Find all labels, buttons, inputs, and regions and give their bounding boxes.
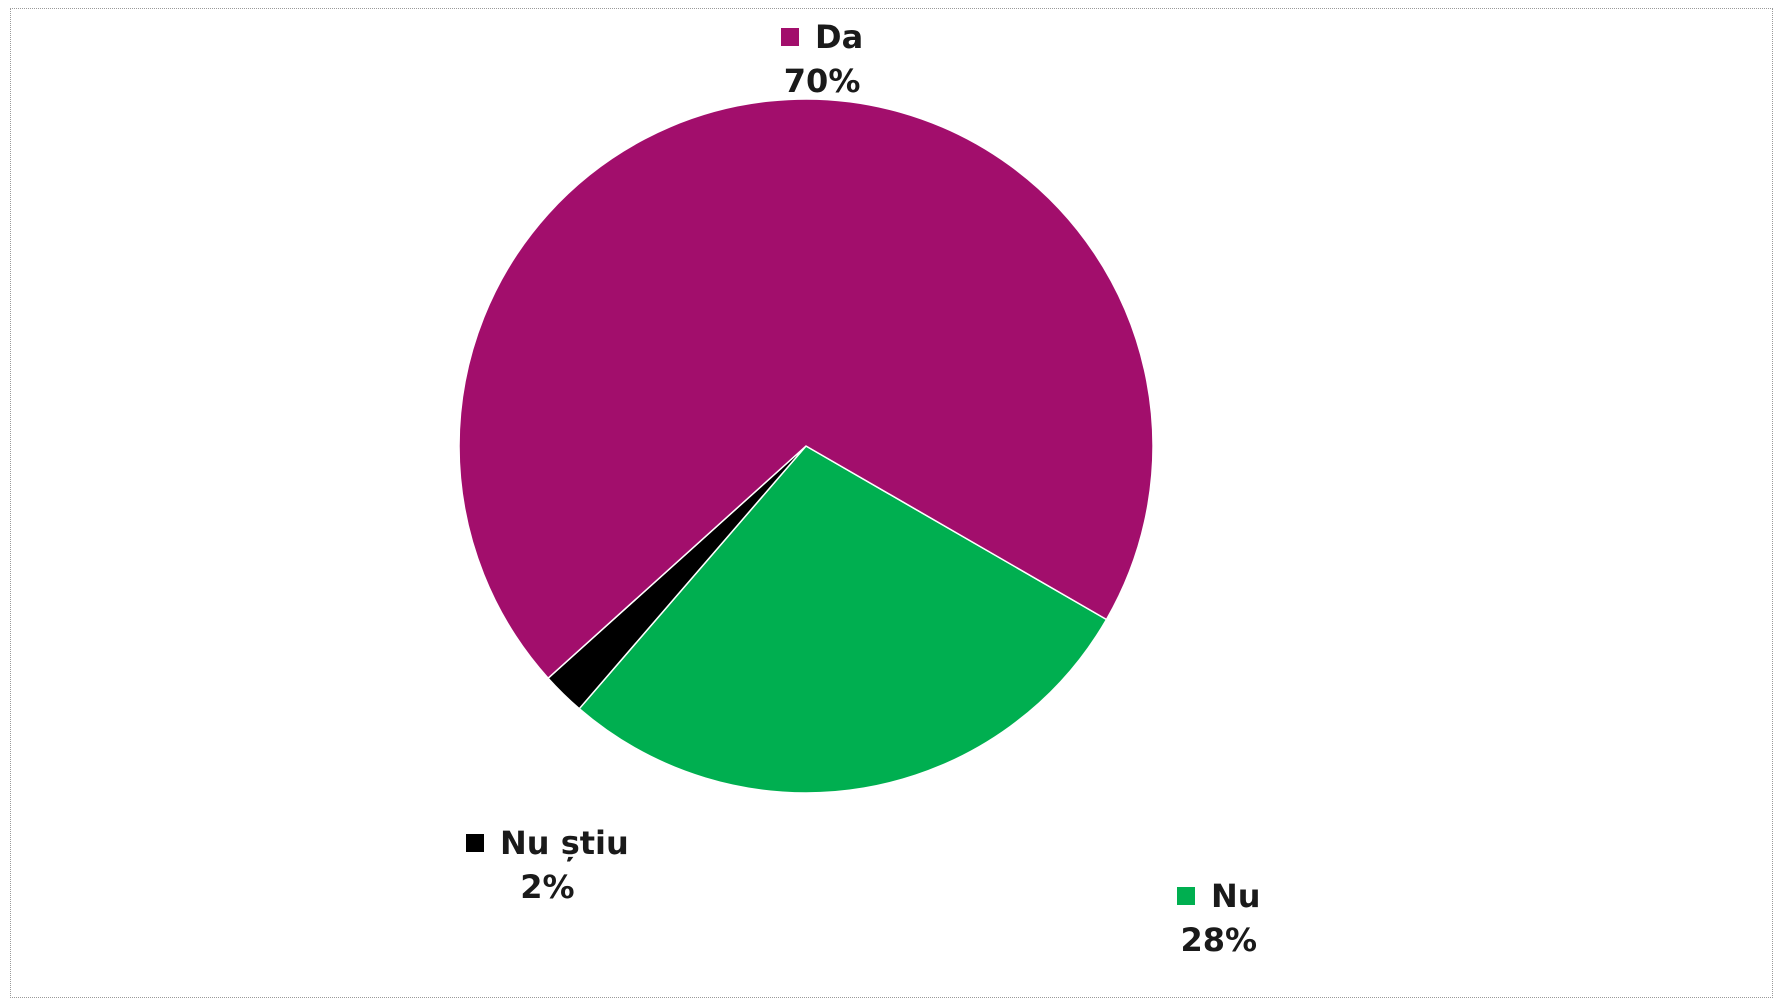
slice-name-da: Da bbox=[815, 18, 864, 56]
slice-percent-da: 70% bbox=[783, 62, 861, 100]
slice-name-nu-stiu: Nu știu bbox=[500, 824, 629, 862]
slice-percent-nu-stiu: 2% bbox=[520, 868, 575, 906]
slice-label-da: Da 70% bbox=[781, 15, 863, 103]
slice-name-nu: Nu bbox=[1211, 877, 1261, 915]
slice-label-nu: Nu 28% bbox=[1177, 874, 1261, 962]
chart-frame: Da 70% Nu 28% Nu știu 2% bbox=[10, 8, 1773, 998]
pie-slice-nu bbox=[578, 445, 1108, 794]
swatch-da bbox=[781, 28, 799, 46]
pie-slice-da bbox=[458, 98, 1154, 680]
pie-chart bbox=[458, 98, 1154, 794]
slice-percent-nu: 28% bbox=[1180, 921, 1258, 959]
slice-label-nu-stiu: Nu știu 2% bbox=[466, 821, 629, 909]
swatch-nu-stiu bbox=[466, 834, 484, 852]
swatch-nu bbox=[1177, 887, 1195, 905]
